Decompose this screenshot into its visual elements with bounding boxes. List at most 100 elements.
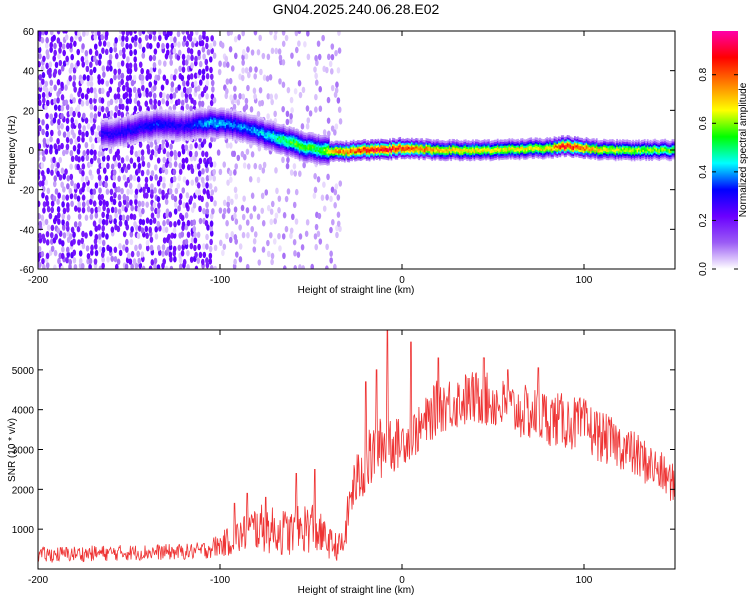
spectrogram-ridge-cell [218, 107, 221, 111]
spectrogram-ridge-cell [249, 126, 252, 129]
spectrogram-ridge-cell [106, 131, 109, 135]
spectrogram-ridge-cell [406, 155, 409, 159]
spectrogram-noise-cell [336, 194, 341, 201]
spectrogram-ridge-cell [284, 151, 287, 154]
spectrogram-ridge-cell [413, 138, 416, 142]
spectrogram-ridge-cell [421, 150, 423, 153]
spectrogram-noise-cell [212, 40, 217, 47]
spectrogram-ridge-cell [406, 137, 409, 141]
spectrogram-ridge-cell [262, 145, 265, 148]
spectrogram-ridge-cell [189, 115, 192, 118]
spectrogram-noise-cell [326, 53, 331, 61]
spectrogram-noise-cell [129, 231, 134, 238]
spectrogram-ridge-cell [164, 125, 167, 128]
spectrogram-noise-cell [140, 149, 145, 156]
spectrogram-noise-cell [42, 264, 46, 269]
spectrogram-ridge-cell [237, 120, 240, 124]
spectrogram-ridge-cell [281, 130, 284, 133]
spectrogram-ridge-cell [294, 140, 297, 144]
spectrogram-ridge-cell [145, 114, 148, 117]
spectrogram-ridge-cell [291, 139, 294, 142]
spectrogram-ridge-cell [259, 130, 262, 134]
spectrogram-ridge-cell [325, 160, 327, 163]
spectrogram-ridge-cell [108, 129, 110, 132]
spectrogram-ridge-cell [154, 117, 157, 120]
spectrogram-noise-cell [293, 265, 298, 269]
spectrogram-ridge-cell [102, 142, 105, 145]
spectrogram-ridge-cell [368, 148, 371, 152]
spectrogram-ridge-cell [387, 157, 390, 161]
spectrogram-noise-cell [94, 206, 99, 214]
spectrogram-ridge-cell [215, 112, 218, 116]
spectrogram-ridge-cell [227, 108, 230, 111]
spectrogram-noise-cell [182, 35, 187, 42]
spectrogram-ridge-cell [211, 111, 214, 114]
spectrogram-ridge-cell [100, 142, 103, 145]
spectrogram-noise-cell [330, 186, 335, 193]
spectrogram-ridge-cell [285, 130, 288, 133]
spectrogram-noise-cell [158, 175, 163, 183]
spectrogram-ridge-cell [208, 108, 211, 112]
spectrogram-ridge-cell [444, 148, 447, 152]
spectrogram-ridge-cell [378, 156, 381, 159]
spectrogram-noise-cell [41, 91, 46, 99]
spectrogram-ridge-cell [212, 133, 215, 136]
spectrogram-ridge-cell [295, 140, 298, 143]
spectrogram-ridge-cell [309, 137, 311, 141]
spectrogram-ridge-cell [435, 155, 438, 158]
spectrogram-ridge-cell [263, 141, 266, 145]
spectrogram-ridge-cell [377, 142, 380, 146]
spectrogram-ridge-cell [224, 127, 227, 131]
spectrogram-ridge-cell [201, 124, 204, 127]
spectrogram-ridge-cell [279, 150, 282, 153]
spectrogram-ridge-cell [205, 128, 208, 132]
spectrogram-ridge-cell [413, 146, 416, 150]
spectrogram-ridge-cell [288, 131, 291, 135]
spectrogram-noise-cell [118, 249, 123, 257]
spectrogram-noise-cell [38, 46, 42, 54]
spectrogram-ridge-cell [399, 150, 402, 154]
spectrogram-ridge-cell [453, 141, 455, 144]
spectrogram-ridge-cell [144, 118, 147, 122]
spectrogram-ridge-cell [173, 125, 176, 128]
spectrogram-ridge-cell [463, 151, 466, 154]
spectrogram-ridge-cell [214, 117, 217, 120]
spectrogram-ridge-cell [400, 154, 403, 158]
spectrogram-ridge-cell [306, 149, 308, 152]
spectrogram-ridge-cell [393, 154, 396, 157]
spectrogram-ridge-cell [278, 151, 281, 155]
spectrogram-ridge-cell [167, 134, 170, 138]
spectrogram-noise-cell [49, 41, 54, 49]
spectrogram-ridge-cell [214, 107, 217, 111]
spectrogram-noise-cell [72, 67, 77, 74]
spectrogram-noise-cell [210, 135, 214, 143]
spectrogram-ridge-cell [262, 133, 265, 136]
spectrogram-ridge-cell [425, 150, 428, 153]
spectrogram-noise-cell [82, 181, 86, 189]
spectrogram-ridge-cell [359, 142, 362, 146]
spectrogram-ridge-cell [333, 143, 336, 146]
spectrogram-ridge-cell [392, 143, 394, 147]
spectrogram-ridge-cell [258, 145, 260, 148]
spectrogram-ridge-cell [370, 147, 372, 150]
spectrogram-noise-cell [154, 207, 158, 215]
spectrogram-ridge-cell [144, 116, 147, 120]
spectrogram-ridge-cell [381, 142, 384, 146]
spectrogram-ridge-cell [169, 121, 172, 124]
spectrogram-noise-cell [100, 251, 105, 258]
spectrogram-ridge-cell [109, 142, 112, 146]
spectrogram-ridge-cell [154, 115, 157, 118]
spectrogram-ridge-cell [102, 136, 105, 139]
spectrogram-noise-cell [41, 257, 45, 265]
spectrogram-ridge-cell [269, 128, 272, 131]
spectrogram-ridge-cell [258, 129, 260, 133]
spectrogram-ridge-cell [383, 147, 386, 150]
spectrogram-noise-cell [100, 162, 105, 169]
spectrogram-ridge-cell [442, 144, 445, 147]
spectrogram-ridge-cell [394, 141, 397, 144]
spectrogram-ridge-cell [163, 127, 166, 131]
spectrogram-ridge-cell [386, 143, 388, 147]
spectrogram-ridge-cell [362, 141, 365, 144]
spectrogram-ridge-cell [375, 149, 378, 153]
spectrogram-ridge-cell [282, 139, 285, 143]
